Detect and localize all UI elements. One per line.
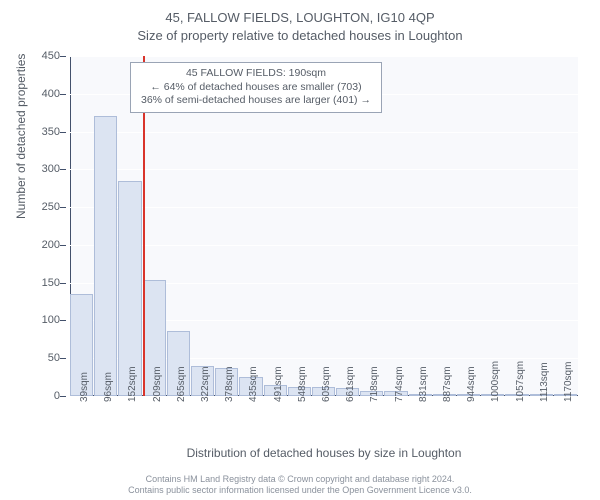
callout-box: 45 FALLOW FIELDS: 190sqm ← 64% of detach…	[130, 62, 382, 113]
footer: Contains HM Land Registry data © Crown c…	[18, 474, 582, 497]
y-tick	[60, 283, 66, 284]
y-tick	[60, 94, 66, 95]
y-tick	[60, 358, 66, 359]
y-tick-label: 250	[42, 201, 60, 213]
x-tick-label: 39sqm	[79, 372, 90, 402]
x-tick-label: 887sqm	[442, 366, 453, 402]
x-tick-label: 378sqm	[224, 366, 235, 402]
x-axis-title: Distribution of detached houses by size …	[70, 446, 578, 460]
chart-subtitle: Size of property relative to detached ho…	[18, 28, 582, 44]
y-tick	[60, 169, 66, 170]
y-tick-label: 150	[42, 277, 60, 289]
bar	[118, 181, 141, 396]
bar-rect	[118, 181, 141, 396]
x-tick-label: 1057sqm	[515, 361, 526, 402]
y-tick-label: 400	[42, 88, 60, 100]
x-tick-label: 322sqm	[200, 366, 211, 402]
y-tick	[60, 56, 66, 57]
x-tick-label: 96sqm	[103, 372, 114, 402]
footer-line-1: Contains HM Land Registry data © Crown c…	[18, 474, 582, 485]
x-tick-label: 605sqm	[321, 366, 332, 402]
bar-rect	[94, 116, 117, 396]
x-tick-label: 209sqm	[152, 366, 163, 402]
x-tick-label: 831sqm	[418, 366, 429, 402]
y-axis-title: Number of detached properties	[14, 54, 28, 219]
callout-line-1: 45 FALLOW FIELDS: 190sqm	[141, 67, 371, 81]
plot-area: 050100150200250300350400450 39sqm96sqm15…	[70, 56, 578, 396]
y-tick	[60, 245, 66, 246]
x-tick-label: 944sqm	[466, 366, 477, 402]
x-tick-label: 1000sqm	[490, 361, 501, 402]
y-tick-label: 350	[42, 126, 60, 138]
x-tick-label: 1170sqm	[563, 362, 574, 402]
callout-line-2: ← 64% of detached houses are smaller (70…	[141, 81, 371, 95]
y-tick-label: 200	[42, 239, 60, 251]
x-tick-label: 661sqm	[345, 366, 356, 402]
x-tick-label: 548sqm	[297, 366, 308, 402]
x-tick-label: 152sqm	[127, 366, 138, 402]
y-tick	[60, 320, 66, 321]
y-tick	[60, 132, 66, 133]
bar	[94, 116, 117, 396]
footer-line-2: Contains public sector information licen…	[18, 485, 582, 496]
x-tick-label: 435sqm	[248, 366, 259, 402]
y-tick-label: 0	[54, 390, 60, 402]
y-tick-label: 300	[42, 163, 60, 175]
y-tick	[60, 396, 66, 397]
y-tick-label: 450	[42, 50, 60, 62]
y-tick	[60, 207, 66, 208]
x-tick-label: 718sqm	[369, 366, 380, 402]
x-tick-label: 1113sqm	[539, 362, 550, 402]
x-tick-label: 265sqm	[176, 366, 187, 402]
x-tick-label: 491sqm	[273, 366, 284, 402]
page-title: 45, FALLOW FIELDS, LOUGHTON, IG10 4QP	[18, 10, 582, 26]
y-tick-label: 50	[48, 352, 60, 364]
y-tick-label: 100	[42, 314, 60, 326]
x-tick-label: 774sqm	[394, 366, 405, 402]
histogram-chart: 45, FALLOW FIELDS, LOUGHTON, IG10 4QP Si…	[0, 0, 600, 500]
callout-line-3: 36% of semi-detached houses are larger (…	[141, 94, 371, 108]
